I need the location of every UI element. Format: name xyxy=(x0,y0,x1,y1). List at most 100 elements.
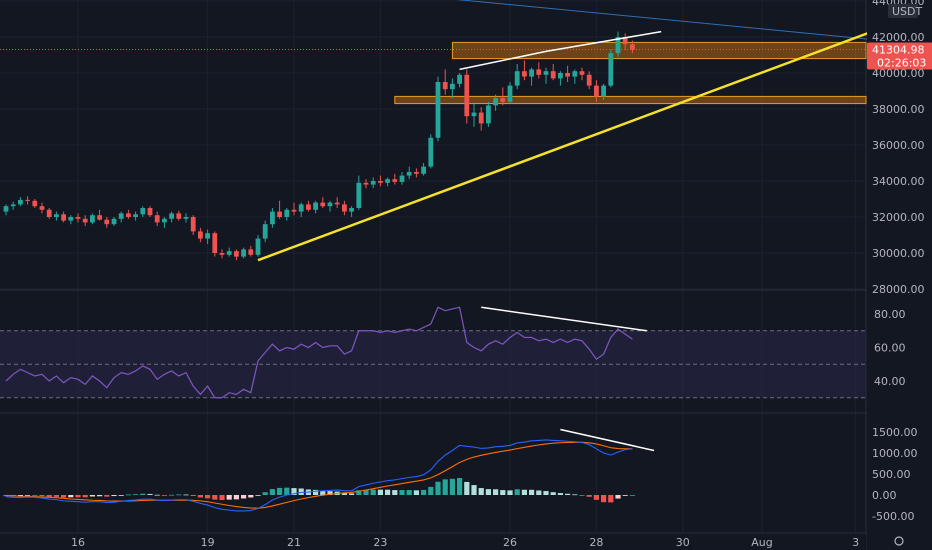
candle[interactable] xyxy=(622,33,628,50)
candle[interactable] xyxy=(162,217,167,228)
candle[interactable] xyxy=(514,64,520,90)
candle[interactable] xyxy=(90,213,95,225)
candle[interactable] xyxy=(198,227,203,243)
current-price-tag[interactable] xyxy=(867,42,932,70)
candle[interactable] xyxy=(471,103,477,127)
candle[interactable] xyxy=(32,199,38,208)
candle[interactable] xyxy=(572,69,578,84)
candle[interactable] xyxy=(630,40,635,54)
macd-line[interactable] xyxy=(5,439,633,512)
candle[interactable] xyxy=(349,206,354,217)
candle[interactable] xyxy=(608,49,614,88)
candle[interactable] xyxy=(370,177,376,189)
macd-pane[interactable] xyxy=(3,428,655,512)
candle[interactable] xyxy=(54,211,59,221)
price-axis[interactable]: 44000.0042000.0040000.0038000.0036000.00… xyxy=(867,0,932,550)
candle[interactable] xyxy=(82,215,88,226)
candle[interactable] xyxy=(219,249,225,259)
candle[interactable] xyxy=(68,215,74,225)
candle[interactable] xyxy=(334,197,340,208)
candle[interactable] xyxy=(500,87,506,106)
candle[interactable] xyxy=(262,220,268,243)
candle[interactable] xyxy=(327,200,333,212)
candle[interactable] xyxy=(176,210,182,221)
candle[interactable] xyxy=(10,201,16,210)
candle[interactable] xyxy=(457,73,462,88)
candle[interactable] xyxy=(529,67,534,86)
candle[interactable] xyxy=(190,215,196,235)
rsi-line[interactable] xyxy=(5,306,633,399)
candle[interactable] xyxy=(363,179,369,189)
candle[interactable] xyxy=(406,166,412,180)
rsi-pane[interactable] xyxy=(0,306,866,399)
support-trendline[interactable] xyxy=(257,12,921,262)
candle[interactable] xyxy=(241,247,246,259)
candle[interactable] xyxy=(594,80,599,102)
candle[interactable] xyxy=(536,62,542,79)
candle[interactable] xyxy=(212,231,218,257)
candle[interactable] xyxy=(450,78,455,99)
resistance-trendline[interactable] xyxy=(416,0,921,45)
candle[interactable] xyxy=(75,213,81,223)
candle[interactable] xyxy=(298,202,304,217)
macd-signal-line[interactable] xyxy=(5,441,633,509)
candle[interactable] xyxy=(399,172,405,185)
candle[interactable] xyxy=(140,206,146,217)
supply-zone-1[interactable] xyxy=(394,95,867,105)
candle[interactable] xyxy=(248,245,254,257)
macd-divergence-line[interactable] xyxy=(560,428,655,452)
candle[interactable] xyxy=(25,196,30,205)
candle[interactable] xyxy=(342,200,347,216)
candle[interactable] xyxy=(601,83,606,100)
candle[interactable] xyxy=(18,197,23,207)
candle[interactable] xyxy=(442,69,448,95)
candle[interactable] xyxy=(3,204,9,216)
candle[interactable] xyxy=(126,209,131,219)
candle[interactable] xyxy=(414,168,419,178)
rsi-divergence-line[interactable] xyxy=(481,306,647,332)
candle[interactable] xyxy=(565,65,570,82)
candle[interactable] xyxy=(97,209,102,221)
candle[interactable] xyxy=(234,249,239,261)
candle[interactable] xyxy=(183,213,189,223)
candle[interactable] xyxy=(133,211,138,221)
time-axis[interactable]: 16 19 21 23 26 28 30 Aug 3 xyxy=(0,534,904,550)
candle[interactable] xyxy=(507,82,513,104)
candle[interactable] xyxy=(615,31,621,57)
candle[interactable] xyxy=(61,211,66,223)
candle[interactable] xyxy=(435,76,441,142)
price-pane[interactable] xyxy=(0,0,921,262)
candle[interactable] xyxy=(154,211,160,226)
candle[interactable] xyxy=(147,206,153,217)
candle[interactable] xyxy=(478,107,484,131)
candle[interactable] xyxy=(586,71,592,90)
candle[interactable] xyxy=(392,173,398,185)
candle[interactable] xyxy=(39,202,45,214)
candle[interactable] xyxy=(111,217,117,226)
candle[interactable] xyxy=(205,229,210,244)
candle[interactable] xyxy=(270,208,275,228)
candle[interactable] xyxy=(46,208,52,219)
candle[interactable] xyxy=(169,211,174,223)
candle[interactable] xyxy=(255,235,261,257)
candle[interactable] xyxy=(464,69,470,124)
candle[interactable] xyxy=(493,94,498,111)
currency-badge[interactable] xyxy=(888,4,918,18)
candle[interactable] xyxy=(378,175,383,187)
candle[interactable] xyxy=(579,67,585,81)
candle[interactable] xyxy=(118,211,124,223)
candle[interactable] xyxy=(104,217,110,228)
supply-zone-0[interactable] xyxy=(451,41,867,60)
candle[interactable] xyxy=(558,71,563,86)
candle[interactable] xyxy=(313,200,318,214)
candle[interactable] xyxy=(522,60,527,81)
candle[interactable] xyxy=(306,200,311,212)
candle[interactable] xyxy=(291,202,297,216)
candle[interactable] xyxy=(550,64,556,81)
candle[interactable] xyxy=(284,208,290,221)
candle[interactable] xyxy=(226,247,232,257)
candle[interactable] xyxy=(356,175,362,210)
price-divergence-line[interactable] xyxy=(459,30,662,71)
candle[interactable] xyxy=(486,101,491,127)
